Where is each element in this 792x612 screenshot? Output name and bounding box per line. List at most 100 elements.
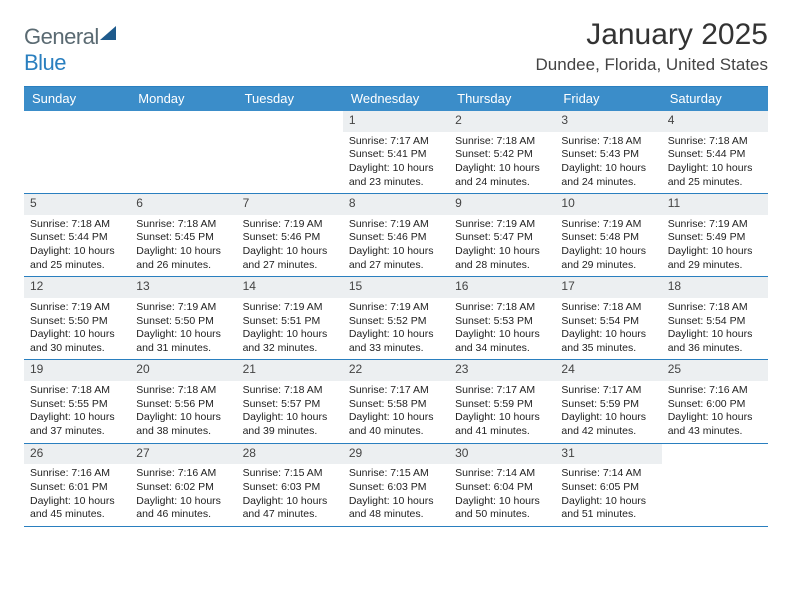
daylight-text: Daylight: 10 hours and 41 minutes. xyxy=(455,411,549,438)
week-row: 1 Sunrise: 7:17 AMSunset: 5:41 PM Daylight… xyxy=(24,111,768,194)
daylight-text: Daylight: 10 hours and 47 minutes. xyxy=(243,495,337,522)
sunset-text: Sunset: 5:58 PM xyxy=(349,398,443,412)
sunset-text: Sunset: 5:41 PM xyxy=(349,148,443,162)
daylight-text: Daylight: 10 hours and 35 minutes. xyxy=(561,328,655,355)
daylight-text: Daylight: 10 hours and 24 minutes. xyxy=(561,162,655,189)
daylight-text: Daylight: 10 hours and 30 minutes. xyxy=(30,328,124,355)
day-number: 14 xyxy=(237,277,343,298)
sunrise-text: Sunrise: 7:17 AM xyxy=(455,384,549,398)
day-number: 30 xyxy=(449,444,555,465)
day-number: 10 xyxy=(555,194,661,215)
sunset-text: Sunset: 5:43 PM xyxy=(561,148,655,162)
weekday-header: Tuesday xyxy=(237,87,343,111)
day-number: 28 xyxy=(237,444,343,465)
day-cell: 31Sunrise: 7:14 AMSunset: 6:05 PMDayligh… xyxy=(555,444,661,526)
week-row: 5 Sunrise: 7:18 AMSunset: 5:44 PMDaylight… xyxy=(24,194,768,277)
weekday-header: Thursday xyxy=(449,87,555,111)
daylight-text: Daylight: 10 hours and 38 minutes. xyxy=(136,411,230,438)
sunset-text: Sunset: 5:56 PM xyxy=(136,398,230,412)
sunset-text: Sunset: 6:01 PM xyxy=(30,481,124,495)
day-number xyxy=(130,111,236,132)
day-number: 24 xyxy=(555,360,661,381)
sunrise-text: Sunrise: 7:19 AM xyxy=(349,301,443,315)
day-details: Sunrise: 7:14 AMSunset: 6:05 PMDaylight:… xyxy=(555,467,661,526)
sunrise-text: Sunrise: 7:18 AM xyxy=(136,384,230,398)
day-cell: 4Sunrise: 7:18 AMSunset: 5:44 PMDaylight… xyxy=(662,111,768,193)
sunset-text: Sunset: 5:59 PM xyxy=(561,398,655,412)
day-number: 23 xyxy=(449,360,555,381)
day-number xyxy=(24,111,130,132)
day-cell: 22Sunrise: 7:17 AMSunset: 5:58 PMDayligh… xyxy=(343,360,449,442)
day-details: Sunrise: 7:19 AMSunset: 5:47 PMDaylight:… xyxy=(449,218,555,277)
sunset-text: Sunset: 5:49 PM xyxy=(668,231,762,245)
daylight-text: Daylight: 10 hours and 39 minutes. xyxy=(243,411,337,438)
sunset-text: Sunset: 5:53 PM xyxy=(455,315,549,329)
day-cell: 24 Sunrise: 7:17 AMSunset: 5:59 PMDayligh… xyxy=(555,360,661,442)
day-number xyxy=(237,111,343,132)
day-number: 26 xyxy=(24,444,130,465)
day-details: Sunrise: 7:18 AMSunset: 5:55 PMDaylight:… xyxy=(24,384,130,443)
day-details: Sunrise: 7:18 AMSunset: 5:42 PMDaylight:… xyxy=(449,135,555,194)
day-cell: 19Sunrise: 7:18 AMSunset: 5:55 PMDayligh… xyxy=(24,360,130,442)
day-cell: 2Sunrise: 7:18 AMSunset: 5:42 PMDaylight… xyxy=(449,111,555,193)
day-cell xyxy=(662,444,768,526)
day-number: 4 xyxy=(662,111,768,132)
sunrise-text: Sunrise: 7:14 AM xyxy=(561,467,655,481)
sunset-text: Sunset: 5:46 PM xyxy=(243,231,337,245)
daylight-text: Daylight: 10 hours and 27 minutes. xyxy=(243,245,337,272)
week-row: 12Sunrise: 7:19 AMSunset: 5:50 PMDayligh… xyxy=(24,277,768,360)
day-details: Sunrise: 7:17 AMSunset: 5:58 PMDaylight:… xyxy=(343,384,449,443)
sunrise-text: Sunrise: 7:17 AM xyxy=(349,384,443,398)
calendar: SundayMondayTuesdayWednesdayThursdayFrid… xyxy=(24,86,768,527)
day-cell: 14Sunrise: 7:19 AMSunset: 5:51 PMDayligh… xyxy=(237,277,343,359)
day-number: 20 xyxy=(130,360,236,381)
day-number: 31 xyxy=(555,444,661,465)
daylight-text: Daylight: 10 hours and 29 minutes. xyxy=(668,245,762,272)
day-number: 6 xyxy=(130,194,236,215)
daylight-text: Daylight: 10 hours and 26 minutes. xyxy=(136,245,230,272)
day-details: Sunrise: 7:17 AMSunset: 5:59 PMDaylight:… xyxy=(449,384,555,443)
day-number: 5 xyxy=(24,194,130,215)
sunset-text: Sunset: 5:50 PM xyxy=(30,315,124,329)
sunset-text: Sunset: 5:51 PM xyxy=(243,315,337,329)
daylight-text: Daylight: 10 hours and 33 minutes. xyxy=(349,328,443,355)
day-cell: 10Sunrise: 7:19 AMSunset: 5:48 PMDayligh… xyxy=(555,194,661,276)
day-details: Sunrise: 7:18 AMSunset: 5:43 PMDaylight:… xyxy=(555,135,661,194)
day-details: Sunrise: 7:18 AMSunset: 5:44 PMDaylight:… xyxy=(24,218,130,277)
weekday-header: Wednesday xyxy=(343,87,449,111)
brand-logo: General Blue xyxy=(24,18,116,76)
day-details: Sunrise: 7:17 AMSunset: 5:59 PMDaylight:… xyxy=(555,384,661,443)
day-details: Sunrise: 7:19 AMSunset: 5:50 PMDaylight:… xyxy=(24,301,130,360)
title-block: January 2025 Dundee, Florida, United Sta… xyxy=(536,18,768,75)
day-cell: 16Sunrise: 7:18 AMSunset: 5:53 PMDayligh… xyxy=(449,277,555,359)
day-number: 15 xyxy=(343,277,449,298)
day-cell: 28Sunrise: 7:15 AMSunset: 6:03 PMDayligh… xyxy=(237,444,343,526)
sunset-text: Sunset: 6:02 PM xyxy=(136,481,230,495)
month-title: January 2025 xyxy=(536,18,768,51)
sunrise-text: Sunrise: 7:15 AM xyxy=(243,467,337,481)
day-number: 1 xyxy=(343,111,449,132)
day-number: 13 xyxy=(130,277,236,298)
sunrise-text: Sunrise: 7:17 AM xyxy=(349,135,443,149)
sunrise-text: Sunrise: 7:19 AM xyxy=(455,218,549,232)
sunrise-text: Sunrise: 7:18 AM xyxy=(561,135,655,149)
sunrise-text: Sunrise: 7:19 AM xyxy=(668,218,762,232)
sunrise-text: Sunrise: 7:16 AM xyxy=(30,467,124,481)
sunset-text: Sunset: 6:05 PM xyxy=(561,481,655,495)
day-cell: 23 Sunrise: 7:17 AMSunset: 5:59 PMDayligh… xyxy=(449,360,555,442)
weekday-header: Sunday xyxy=(24,87,130,111)
day-number: 29 xyxy=(343,444,449,465)
sunrise-text: Sunrise: 7:17 AM xyxy=(561,384,655,398)
location-text: Dundee, Florida, United States xyxy=(536,55,768,75)
day-cell: 5 Sunrise: 7:18 AMSunset: 5:44 PMDaylight… xyxy=(24,194,130,276)
day-details: Sunrise: 7:18 AMSunset: 5:54 PMDaylight:… xyxy=(555,301,661,360)
sunset-text: Sunset: 5:44 PM xyxy=(668,148,762,162)
week-row: 19Sunrise: 7:18 AMSunset: 5:55 PMDayligh… xyxy=(24,360,768,443)
day-cell xyxy=(237,111,343,193)
sunset-text: Sunset: 5:57 PM xyxy=(243,398,337,412)
sunrise-text: Sunrise: 7:16 AM xyxy=(668,384,762,398)
sail-icon xyxy=(100,26,116,40)
day-cell: 25Sunrise: 7:16 AMSunset: 6:00 PMDayligh… xyxy=(662,360,768,442)
daylight-text: Daylight: 10 hours and 37 minutes. xyxy=(30,411,124,438)
day-details: Sunrise: 7:19 AMSunset: 5:52 PMDaylight:… xyxy=(343,301,449,360)
